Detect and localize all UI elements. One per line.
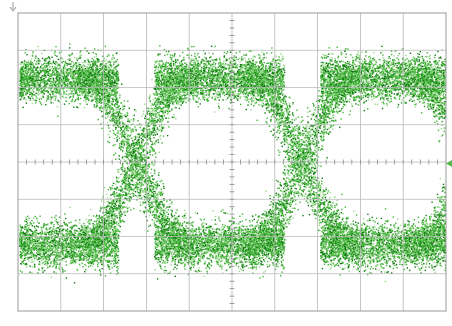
arrow-down-icon xyxy=(9,2,17,12)
arrow-left-icon xyxy=(446,160,452,167)
graticule-frame xyxy=(17,12,447,312)
marker-layer xyxy=(9,2,452,167)
graticule xyxy=(17,12,447,312)
